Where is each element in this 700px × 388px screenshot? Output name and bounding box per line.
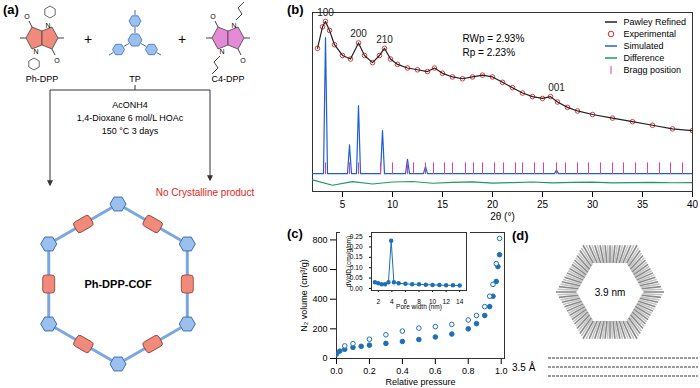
svg-text:800: 800 [312, 235, 327, 245]
svg-text:TP: TP [129, 74, 141, 84]
svg-text:600: 600 [312, 264, 327, 274]
svg-text:0.25: 0.25 [349, 232, 363, 240]
svg-text:0.05: 0.05 [349, 274, 363, 282]
svg-text:dV/dD (cm³/g/nm): dV/dD (cm³/g/nm) [345, 236, 353, 287]
svg-text:12: 12 [443, 298, 451, 305]
svg-text:200: 200 [312, 324, 327, 334]
svg-text:O: O [210, 13, 216, 20]
svg-text:O: O [240, 57, 246, 64]
svg-text:400: 400 [312, 294, 327, 304]
svg-text:14: 14 [456, 298, 464, 305]
svg-text:Ph-DPP-COF: Ph-DPP-COF [84, 278, 152, 290]
svg-text:0.2: 0.2 [363, 366, 376, 376]
html-text:Bragg position: Bragg position [623, 65, 681, 75]
html-text:Difference: Difference [623, 53, 665, 63]
svg-text:3.9 nm: 3.9 nm [595, 287, 626, 298]
svg-text:Relative pressure: Relative pressure [385, 377, 455, 387]
svg-text:0.8: 0.8 [462, 366, 475, 376]
svg-text:No Crystalline product: No Crystalline product [156, 187, 255, 198]
svg-text:2: 2 [376, 298, 380, 305]
svg-text:25: 25 [537, 199, 549, 210]
svg-text:0.00: 0.00 [349, 284, 363, 292]
svg-text:100: 100 [317, 7, 334, 18]
html-text:(a): (a) [3, 2, 19, 17]
svg-text:2θ (°): 2θ (°) [490, 211, 515, 222]
svg-text:RWp = 2.93%: RWp = 2.93% [463, 33, 525, 44]
svg-text:0.6: 0.6 [429, 366, 442, 376]
svg-text:0.0: 0.0 [330, 366, 343, 376]
svg-text:0: 0 [322, 353, 327, 363]
svg-text:O: O [54, 57, 60, 64]
svg-text:O: O [24, 13, 30, 20]
svg-text:N: N [45, 22, 50, 29]
html-text:(d): (d) [512, 228, 529, 243]
svg-text:C4-DPP: C4-DPP [211, 74, 244, 84]
html-text:(b): (b) [287, 2, 304, 17]
html-text:Experimental: Experimental [623, 29, 676, 39]
svg-text:Pore width (nm): Pore width (nm) [396, 303, 442, 311]
svg-text:40: 40 [687, 199, 698, 210]
svg-text:N₂ volume (cm³/g): N₂ volume (cm³/g) [299, 259, 309, 332]
svg-text:1.0: 1.0 [495, 366, 508, 376]
svg-text:N: N [33, 48, 38, 55]
svg-text:+: + [84, 31, 92, 47]
svg-text:10: 10 [387, 199, 399, 210]
svg-text:150 °C 3 days: 150 °C 3 days [102, 126, 159, 136]
svg-text:1,4-Dioxane 6 mol/L HOAc: 1,4-Dioxane 6 mol/L HOAc [77, 113, 184, 123]
svg-text:001: 001 [548, 82, 565, 93]
svg-text:210: 210 [376, 34, 393, 45]
svg-text:N: N [231, 22, 236, 29]
svg-text:15: 15 [437, 199, 449, 210]
svg-text:AcONH4: AcONH4 [112, 100, 148, 110]
svg-text:Rp = 2.23%: Rp = 2.23% [463, 47, 516, 58]
svg-text:0.10: 0.10 [349, 263, 363, 271]
html-text:Simulated: Simulated [623, 41, 664, 51]
svg-text:200: 200 [350, 28, 367, 39]
svg-text:35: 35 [637, 199, 649, 210]
svg-text:30: 30 [587, 199, 599, 210]
svg-text:3.5 Å: 3.5 Å [512, 361, 536, 373]
html-text:Pawley Refined: Pawley Refined [623, 17, 686, 27]
svg-text:0.4: 0.4 [396, 366, 409, 376]
svg-text:+: + [178, 31, 186, 47]
svg-text:0.20: 0.20 [349, 243, 363, 251]
svg-text:5: 5 [340, 199, 346, 210]
svg-text:0.15: 0.15 [349, 253, 363, 261]
svg-text:Ph-DPP: Ph-DPP [26, 74, 59, 84]
svg-text:N: N [219, 48, 224, 55]
html-text:(c): (c) [287, 226, 303, 241]
svg-text:4: 4 [390, 298, 394, 305]
svg-text:20: 20 [487, 199, 499, 210]
